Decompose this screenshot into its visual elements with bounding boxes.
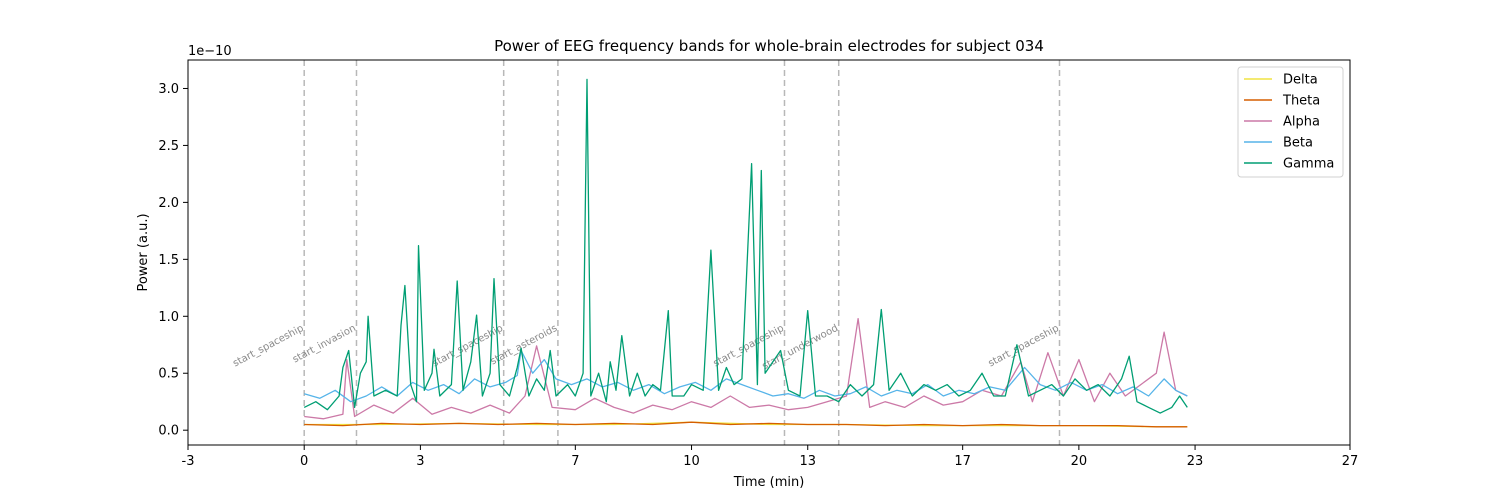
series-line-theta xyxy=(304,421,1188,428)
x-tick-label: 13 xyxy=(799,454,816,469)
legend: Delta Theta Alpha Beta Gamma xyxy=(1237,66,1344,178)
x-tick-label: 17 xyxy=(954,454,971,469)
y-axis-label: Power (a.u.) xyxy=(136,213,151,291)
x-tick-label: 23 xyxy=(1187,454,1204,469)
x-tick-label: -3 xyxy=(182,454,195,469)
x-tick-label: 0 xyxy=(300,454,308,469)
y-offset-text: 1e−10 xyxy=(188,44,232,59)
y-tick-label: 2.5 xyxy=(158,139,179,154)
y-axis-ticks: 0.0 0.5 1.0 1.5 2.0 2.5 3.0 xyxy=(158,82,188,439)
chart-title: Power of EEG frequency bands for whole-b… xyxy=(494,37,1044,55)
plot-frame xyxy=(187,59,1351,446)
y-tick-label: 0.5 xyxy=(158,367,179,382)
y-tick-label: 3.0 xyxy=(158,82,179,97)
x-tick-label: 27 xyxy=(1342,454,1359,469)
legend-label-beta: Beta xyxy=(1283,136,1313,151)
x-tick-label: 7 xyxy=(571,454,579,469)
y-tick-label: 1.5 xyxy=(158,253,179,268)
legend-box xyxy=(1237,66,1344,178)
x-axis-ticks: -3 0 3 7 10 13 17 20 23 27 xyxy=(182,445,1359,469)
legend-label-theta: Theta xyxy=(1282,94,1320,109)
legend-label-delta: Delta xyxy=(1283,73,1318,88)
series-lines xyxy=(303,78,1188,428)
legend-label-gamma: Gamma xyxy=(1283,157,1334,172)
x-tick-label: 3 xyxy=(416,454,424,469)
y-tick-label: 1.0 xyxy=(158,310,179,325)
event-label: start_spaceship xyxy=(987,323,1061,369)
series-line-gamma xyxy=(303,78,1188,414)
legend-label-alpha: Alpha xyxy=(1283,115,1320,130)
y-tick-label: 2.0 xyxy=(158,196,179,211)
x-tick-label: 10 xyxy=(683,454,700,469)
y-tick-label: 0.0 xyxy=(158,424,179,439)
series-line-beta xyxy=(304,349,1188,403)
x-tick-label: 20 xyxy=(1071,454,1088,469)
x-axis-label: Time (min) xyxy=(733,475,805,490)
